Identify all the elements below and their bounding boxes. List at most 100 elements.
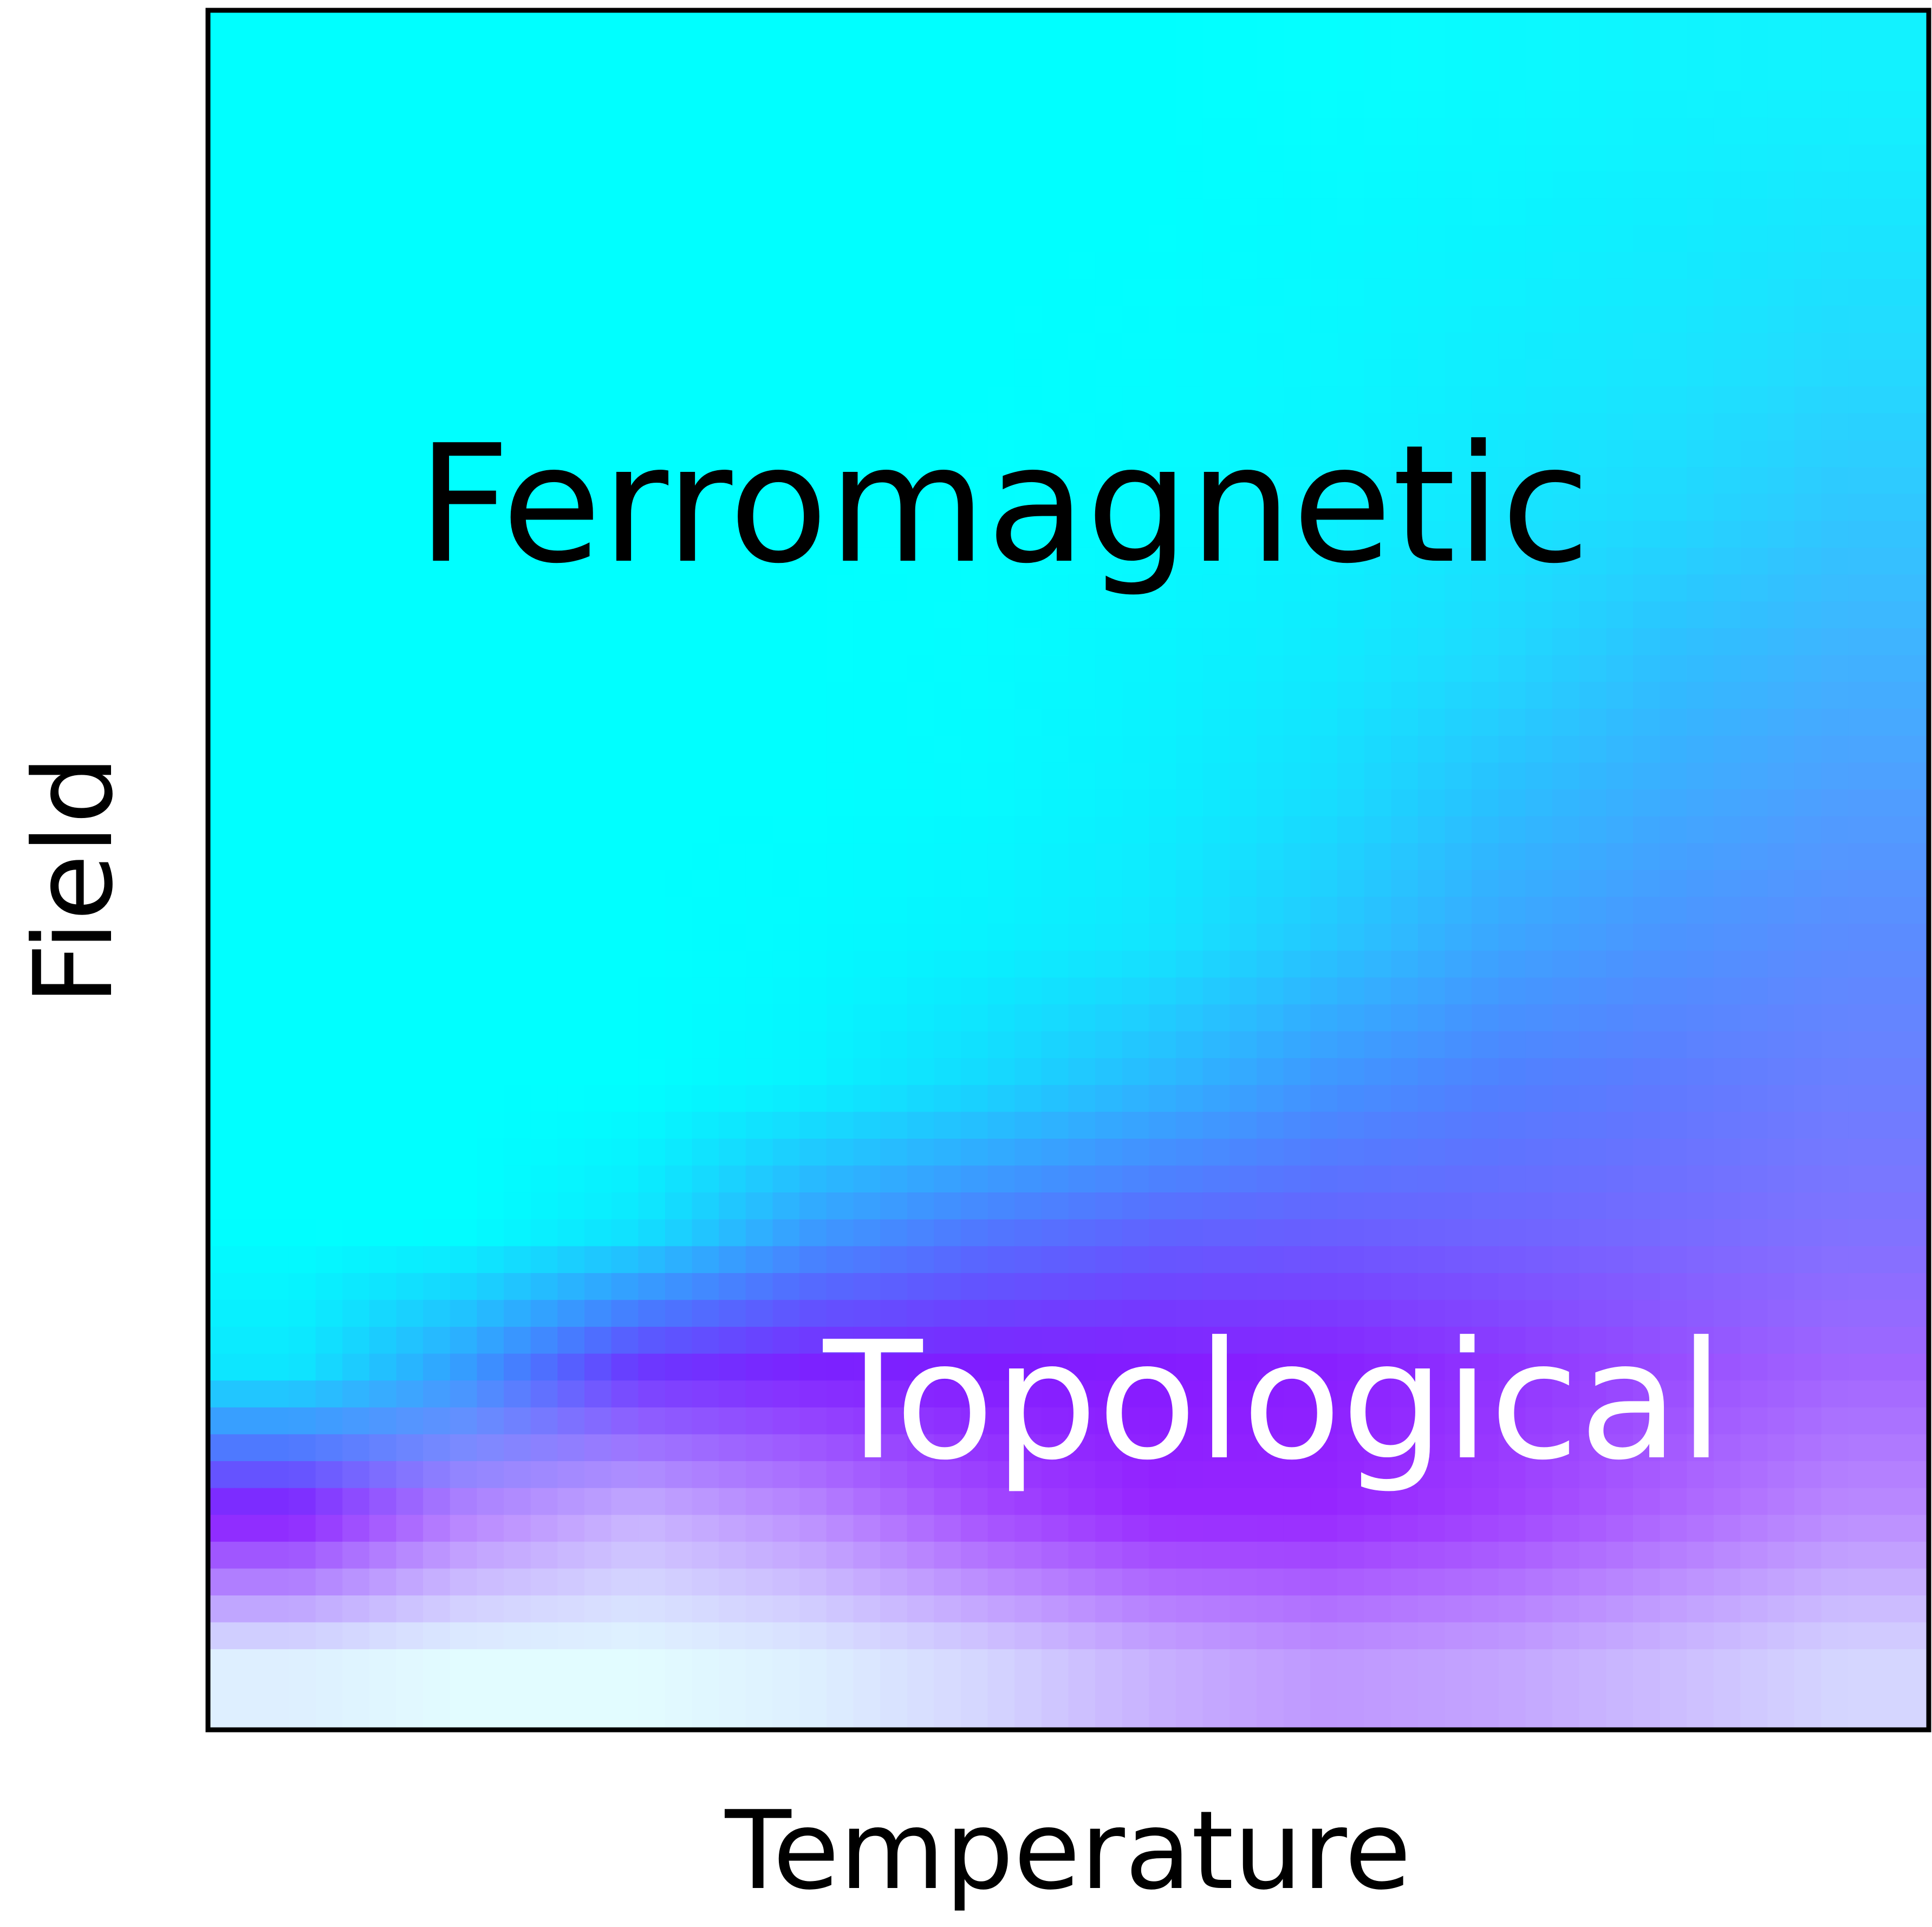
heatmap-cell	[853, 870, 881, 898]
heatmap-cell	[1472, 1031, 1499, 1059]
heatmap-cell	[477, 145, 504, 172]
heatmap-cell	[960, 1004, 988, 1032]
heatmap-cell	[1202, 1058, 1231, 1086]
heatmap-cell	[1068, 1407, 1096, 1435]
heatmap-cell	[772, 762, 801, 790]
heatmap-cell	[719, 950, 746, 978]
heatmap-cell	[235, 816, 263, 844]
heatmap-cell	[1767, 1300, 1795, 1328]
heatmap-cell	[396, 1138, 424, 1166]
heatmap-cell	[1902, 145, 1929, 172]
heatmap-cell	[396, 10, 424, 38]
heatmap-cell	[1687, 1246, 1714, 1274]
heatmap-cell	[1230, 440, 1257, 468]
heatmap-cell	[880, 440, 908, 468]
heatmap-cell	[1122, 655, 1150, 683]
heatmap-cell	[262, 1058, 289, 1086]
heatmap-cell	[1740, 1138, 1768, 1166]
heatmap-cell	[396, 628, 424, 656]
heatmap-cell	[530, 467, 558, 495]
heatmap-cell	[1902, 709, 1929, 736]
heatmap-cell	[772, 1595, 801, 1623]
heatmap-cell	[1472, 1085, 1499, 1113]
heatmap-cell	[1472, 1353, 1499, 1381]
heatmap-cell	[1283, 574, 1311, 602]
heatmap-cell	[1149, 1515, 1176, 1542]
heatmap-cell	[745, 977, 773, 1005]
heatmap-cell	[1848, 440, 1876, 468]
heatmap-cell	[1445, 1649, 1473, 1677]
heatmap-cell	[853, 1058, 881, 1086]
heatmap-cell	[853, 1031, 881, 1059]
heatmap-cell	[1767, 118, 1795, 145]
heatmap-cell	[1445, 359, 1473, 387]
heatmap-cell	[826, 1353, 854, 1381]
heatmap-cell	[342, 870, 370, 898]
heatmap-cell	[1902, 924, 1929, 951]
heatmap-cell	[557, 1004, 585, 1032]
heatmap-cell	[934, 225, 961, 253]
heatmap-cell	[1095, 1353, 1123, 1381]
heatmap-cell	[1445, 252, 1473, 280]
heatmap-cell	[504, 547, 531, 575]
heatmap-cell	[530, 37, 558, 65]
heatmap-cell	[1821, 278, 1849, 307]
heatmap-cell	[1713, 843, 1741, 871]
heatmap-cell	[1257, 359, 1284, 387]
heatmap-cell	[208, 547, 236, 575]
heatmap-cell	[1257, 37, 1284, 65]
heatmap-cell	[1257, 521, 1284, 548]
heatmap-cell	[960, 1541, 988, 1569]
heatmap-cell	[1149, 1380, 1176, 1408]
heatmap-cell	[880, 1165, 908, 1193]
heatmap-cell	[1606, 1031, 1634, 1059]
heatmap-cell	[1202, 1622, 1231, 1650]
heatmap-cell	[826, 386, 854, 414]
heatmap-cell	[1337, 1541, 1365, 1569]
heatmap-cell	[799, 1273, 827, 1301]
heatmap-cell	[262, 1273, 289, 1301]
heatmap-cell	[423, 1273, 451, 1301]
heatmap-cell	[1498, 521, 1526, 548]
heatmap-cell	[1257, 252, 1284, 280]
heatmap-cell	[1095, 306, 1123, 334]
heatmap-cell	[208, 762, 236, 790]
heatmap-cell	[1095, 601, 1123, 629]
heatmap-cell	[504, 628, 531, 656]
heatmap-cell	[611, 1273, 639, 1301]
heatmap-cell	[1014, 333, 1042, 360]
heatmap-cell	[315, 521, 343, 548]
heatmap-cell	[719, 171, 746, 199]
heatmap-cell	[1875, 90, 1903, 119]
heatmap-cell	[638, 10, 666, 38]
heatmap-cell	[557, 306, 585, 334]
heatmap-cell	[1525, 897, 1553, 925]
heatmap-cell	[1337, 440, 1365, 468]
heatmap-cell	[1364, 709, 1392, 736]
heatmap-cell	[1337, 924, 1365, 951]
heatmap-cell	[1149, 413, 1176, 441]
heatmap-cell	[1821, 762, 1849, 790]
heatmap-cell	[987, 1434, 1016, 1462]
heatmap-cell	[1713, 1568, 1741, 1596]
heatmap-cell	[396, 1649, 424, 1677]
heatmap-cell	[342, 1031, 370, 1059]
heatmap-cell	[799, 359, 827, 387]
heatmap-cell	[826, 762, 854, 790]
heatmap-cell	[692, 467, 720, 495]
heatmap-cell	[1767, 789, 1795, 817]
heatmap-cell	[665, 333, 693, 360]
heatmap-cell	[1552, 10, 1580, 38]
heatmap-cell	[557, 333, 585, 360]
heatmap-cell	[1122, 816, 1150, 844]
heatmap-cell	[235, 1622, 263, 1650]
heatmap-cell	[880, 897, 908, 925]
heatmap-cell	[530, 1085, 558, 1113]
heatmap-cell	[504, 306, 531, 334]
heatmap-cell	[530, 1004, 558, 1032]
heatmap-cell	[1902, 118, 1929, 145]
heatmap-cell	[1310, 1112, 1338, 1139]
heatmap-cell	[611, 897, 639, 925]
heatmap-cell	[1149, 1165, 1176, 1193]
heatmap-cell	[450, 278, 478, 307]
